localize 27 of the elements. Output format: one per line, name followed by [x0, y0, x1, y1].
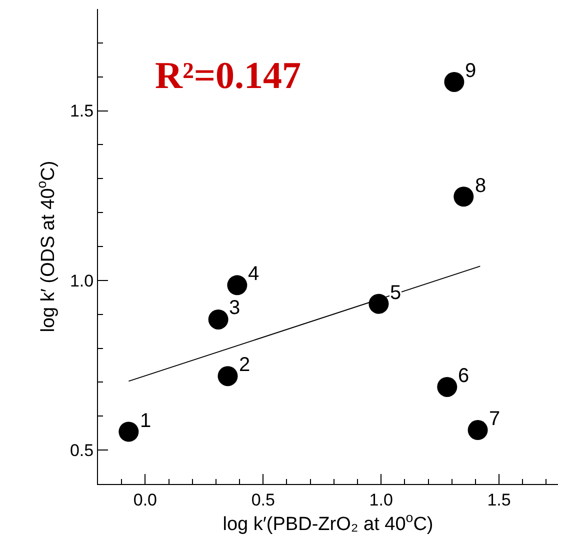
y-tick-label: 1.0 — [70, 271, 94, 290]
point — [227, 275, 248, 296]
point — [444, 72, 464, 92]
y-tick-label: 1.5 — [70, 102, 94, 121]
point — [208, 309, 228, 330]
x-tick-label: 0.0 — [133, 490, 157, 510]
annotation: R²=0.147 — [155, 55, 301, 97]
x-tick-label: 1.0 — [369, 490, 393, 510]
point — [218, 366, 238, 386]
annotation: 2 — [239, 354, 250, 376]
y-tick-label: 0.5 — [70, 441, 94, 460]
annotation: 1 — [140, 410, 152, 432]
annotation: 5 — [390, 282, 402, 304]
x-tick-label: 0.5 — [251, 490, 275, 510]
annotation: 8 — [475, 175, 486, 197]
point — [454, 186, 474, 207]
point — [468, 420, 488, 440]
annotation: 4 — [248, 263, 260, 285]
point — [437, 376, 458, 397]
annotation: 3 — [229, 297, 240, 319]
annotation: 9 — [465, 60, 476, 82]
point — [368, 294, 389, 314]
point — [118, 422, 139, 442]
x-axis-title: log k′(PBD-ZrO₂ at 40$^{o}$C) — [222, 510, 434, 536]
x-tick-label: 1.5 — [487, 490, 511, 510]
annotation: 6 — [458, 365, 470, 387]
annotation: 7 — [489, 408, 500, 430]
